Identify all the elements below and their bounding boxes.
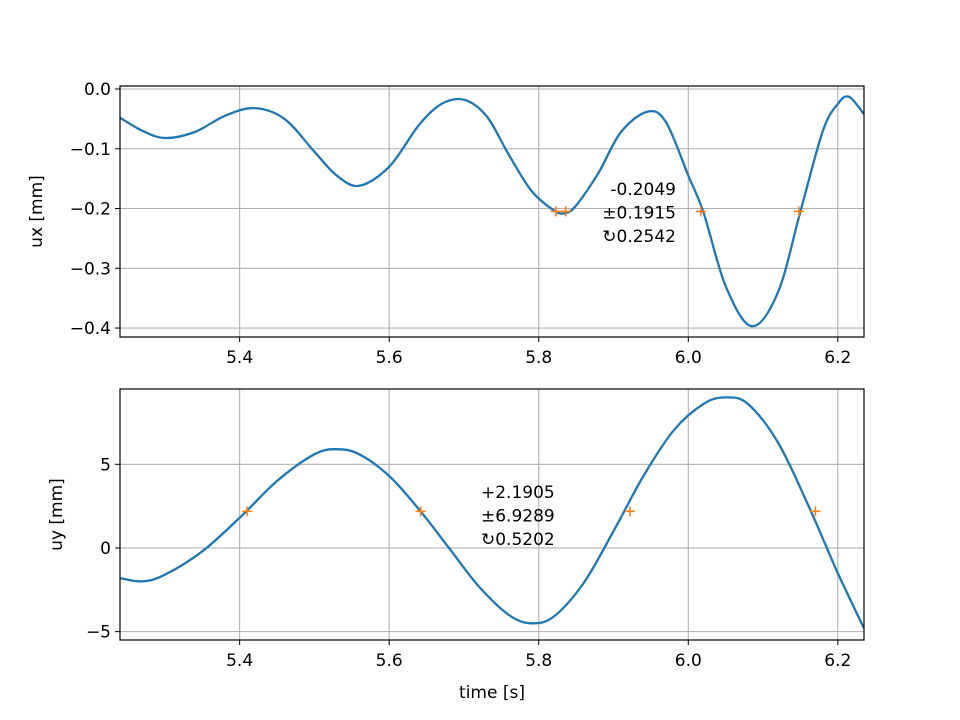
axes-frame xyxy=(119,85,865,338)
y-axis-label: uy [mm] xyxy=(47,478,67,551)
y-tick-label: 0 xyxy=(100,539,111,559)
x-tick-label: 5.4 xyxy=(226,651,253,671)
stats-annotation-line: +2.1905 xyxy=(481,483,555,503)
stats-annotation-line: -0.2049 xyxy=(610,180,676,200)
crossing-marker xyxy=(695,206,706,217)
crossing-marker xyxy=(793,206,804,217)
crossing-marker xyxy=(242,506,253,517)
y-tick-label: −0.1 xyxy=(70,140,111,160)
y-tick-label: −0.2 xyxy=(70,200,111,220)
stats-annotation-line: ↻0.2542 xyxy=(602,227,676,247)
y-tick-label: 5 xyxy=(100,455,111,475)
x-axis-label: time [s] xyxy=(459,683,525,703)
stats-annotation-line: ±0.1915 xyxy=(602,204,676,224)
crossing-marker xyxy=(810,506,821,517)
x-tick-label: 5.6 xyxy=(376,651,403,671)
stats-annotation-line: ↻0.5202 xyxy=(481,530,555,550)
stats-annotation-line: ±6.9289 xyxy=(481,507,555,527)
x-tick-label: 5.4 xyxy=(226,348,253,368)
y-tick-label: −5 xyxy=(86,623,111,643)
uy-panel: 5.4 5.6 5.8 6.0 6.2 5 0 −5 +2.1905 ±6.9289 ↻0.5202… xyxy=(47,388,865,703)
x-tick-label: 6.0 xyxy=(675,651,702,671)
x-tick-label: 6.2 xyxy=(824,651,851,671)
ux-panel: 5.4 5.6 5.8 6.0 6.2 0.0 −0.1 −0.2 −0.3 −0.4 -0.204… xyxy=(27,80,865,368)
y-tick-label: −0.3 xyxy=(70,259,111,279)
y-tick-label: −0.4 xyxy=(70,319,111,339)
crossing-marker xyxy=(550,206,561,217)
crossing-marker xyxy=(624,506,635,517)
x-tick-label: 6.2 xyxy=(824,348,851,368)
crossing-marker xyxy=(560,206,571,217)
y-axis-label: ux [mm] xyxy=(27,175,47,248)
x-tick-label: 6.0 xyxy=(675,348,702,368)
y-tick-label: 0.0 xyxy=(84,80,111,100)
series-line xyxy=(120,95,864,328)
x-tick-label: 5.8 xyxy=(525,651,552,671)
axes-frame xyxy=(119,388,865,641)
series-line xyxy=(120,396,864,629)
crossing-marker xyxy=(415,506,426,517)
x-tick-label: 5.8 xyxy=(525,348,552,368)
x-tick-label: 5.6 xyxy=(376,348,403,368)
